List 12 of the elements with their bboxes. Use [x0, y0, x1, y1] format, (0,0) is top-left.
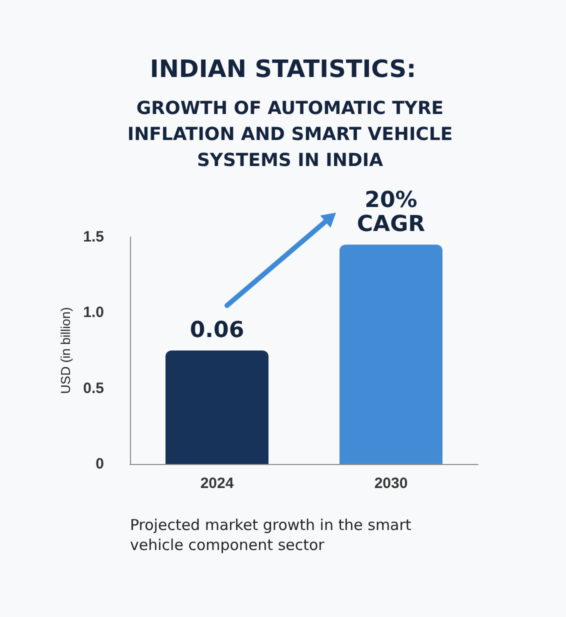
y-tick-label: 1.5 [83, 228, 104, 246]
y-tick-label: 1.0 [83, 304, 104, 322]
x-tick-label: 2024 [200, 475, 234, 492]
y-tick-label: 0.5 [83, 380, 104, 397]
x-tick-label: 2030 [374, 475, 408, 492]
chart-title: INDIAN STATISTICS: [148, 55, 418, 83]
chart-subtitle: GROWTH OF AUTOMATIC TYRE INFLATION AND SMART VEHICLE SYSTEMS IN INDIA [126, 97, 454, 173]
text: Projected market growth in the smart vehicle component sector [130, 515, 412, 555]
annotation: 20% CAGR [356, 188, 426, 237]
annotation: 0.06 [188, 318, 246, 342]
y-axis-title: USD (in billion) [58, 307, 74, 394]
y-tick-label: 0 [96, 456, 104, 472]
